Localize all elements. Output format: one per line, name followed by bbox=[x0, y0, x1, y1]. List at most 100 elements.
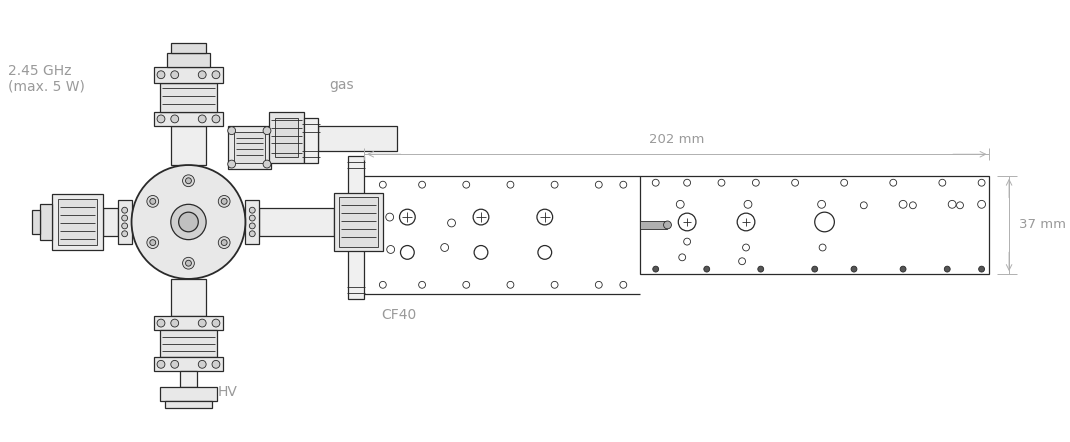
Text: 37 mm: 37 mm bbox=[1019, 218, 1066, 232]
Bar bbox=[58, 199, 97, 244]
Circle shape bbox=[620, 181, 627, 188]
Circle shape bbox=[538, 246, 552, 259]
Bar bbox=[171, 126, 207, 165]
Circle shape bbox=[171, 360, 179, 368]
Circle shape bbox=[171, 204, 207, 240]
Circle shape bbox=[228, 127, 235, 135]
Circle shape bbox=[157, 319, 165, 327]
Circle shape bbox=[718, 179, 724, 186]
Circle shape bbox=[678, 213, 696, 231]
Circle shape bbox=[595, 181, 602, 188]
Bar bbox=[334, 193, 383, 251]
Bar bbox=[318, 126, 397, 151]
Bar bbox=[154, 316, 223, 330]
Text: HV: HV bbox=[224, 208, 244, 222]
Circle shape bbox=[792, 179, 798, 186]
Circle shape bbox=[185, 260, 192, 266]
Circle shape bbox=[185, 178, 192, 184]
Bar bbox=[364, 176, 640, 293]
Text: 2.45 GHz: 2.45 GHz bbox=[7, 64, 72, 78]
Bar bbox=[640, 221, 668, 229]
Circle shape bbox=[212, 319, 219, 327]
Circle shape bbox=[380, 181, 386, 188]
Circle shape bbox=[463, 181, 470, 188]
Circle shape bbox=[150, 198, 156, 204]
Circle shape bbox=[899, 200, 907, 208]
Circle shape bbox=[212, 360, 219, 368]
Bar bbox=[233, 132, 265, 163]
Circle shape bbox=[171, 319, 179, 327]
Circle shape bbox=[249, 207, 256, 213]
Circle shape bbox=[851, 266, 857, 272]
Circle shape bbox=[676, 200, 684, 208]
Circle shape bbox=[263, 127, 271, 135]
Circle shape bbox=[147, 237, 158, 248]
Circle shape bbox=[473, 209, 489, 225]
Circle shape bbox=[386, 213, 394, 221]
Bar bbox=[160, 83, 217, 112]
Circle shape bbox=[228, 160, 235, 168]
Bar bbox=[118, 200, 132, 244]
Bar bbox=[41, 204, 52, 240]
Circle shape bbox=[948, 200, 957, 208]
Circle shape bbox=[171, 115, 179, 123]
Bar bbox=[171, 43, 207, 53]
Circle shape bbox=[620, 282, 627, 288]
Circle shape bbox=[183, 257, 195, 269]
Circle shape bbox=[171, 71, 179, 79]
Circle shape bbox=[900, 266, 906, 272]
Circle shape bbox=[183, 175, 195, 187]
Circle shape bbox=[198, 360, 207, 368]
Circle shape bbox=[249, 231, 256, 237]
Circle shape bbox=[551, 181, 559, 188]
Bar bbox=[154, 112, 223, 126]
Circle shape bbox=[684, 238, 690, 245]
Circle shape bbox=[198, 115, 207, 123]
Bar bbox=[275, 118, 299, 157]
Bar bbox=[167, 53, 210, 67]
Circle shape bbox=[910, 202, 916, 209]
Circle shape bbox=[507, 181, 514, 188]
Circle shape bbox=[179, 212, 198, 232]
Circle shape bbox=[938, 179, 946, 186]
Circle shape bbox=[221, 198, 227, 204]
Text: (max. 5 W): (max. 5 W) bbox=[7, 80, 85, 94]
Bar bbox=[32, 210, 41, 234]
Bar bbox=[154, 67, 223, 83]
Circle shape bbox=[447, 219, 456, 227]
Circle shape bbox=[817, 200, 826, 208]
Circle shape bbox=[678, 254, 686, 261]
Circle shape bbox=[157, 115, 165, 123]
Circle shape bbox=[860, 202, 868, 209]
Bar bbox=[338, 198, 378, 247]
Circle shape bbox=[978, 179, 985, 186]
Text: CF40: CF40 bbox=[381, 309, 416, 322]
Circle shape bbox=[249, 223, 256, 229]
Bar bbox=[165, 400, 212, 408]
Circle shape bbox=[653, 266, 659, 272]
Circle shape bbox=[744, 200, 752, 208]
Bar bbox=[259, 208, 334, 236]
Circle shape bbox=[380, 282, 386, 288]
Bar bbox=[640, 176, 990, 274]
Circle shape bbox=[704, 266, 709, 272]
Circle shape bbox=[979, 266, 984, 272]
Text: 202 mm: 202 mm bbox=[649, 133, 704, 146]
Circle shape bbox=[386, 246, 395, 253]
Circle shape bbox=[812, 266, 817, 272]
Circle shape bbox=[198, 71, 207, 79]
Circle shape bbox=[463, 282, 470, 288]
Bar bbox=[160, 387, 217, 400]
Bar bbox=[180, 371, 197, 387]
Circle shape bbox=[737, 213, 754, 231]
Circle shape bbox=[157, 71, 165, 79]
Circle shape bbox=[441, 244, 448, 251]
Circle shape bbox=[537, 209, 552, 225]
Circle shape bbox=[132, 165, 245, 279]
Circle shape bbox=[263, 160, 271, 168]
Bar bbox=[52, 194, 103, 251]
Circle shape bbox=[218, 195, 230, 207]
Circle shape bbox=[684, 179, 690, 186]
Circle shape bbox=[663, 221, 671, 229]
Circle shape bbox=[418, 181, 426, 188]
